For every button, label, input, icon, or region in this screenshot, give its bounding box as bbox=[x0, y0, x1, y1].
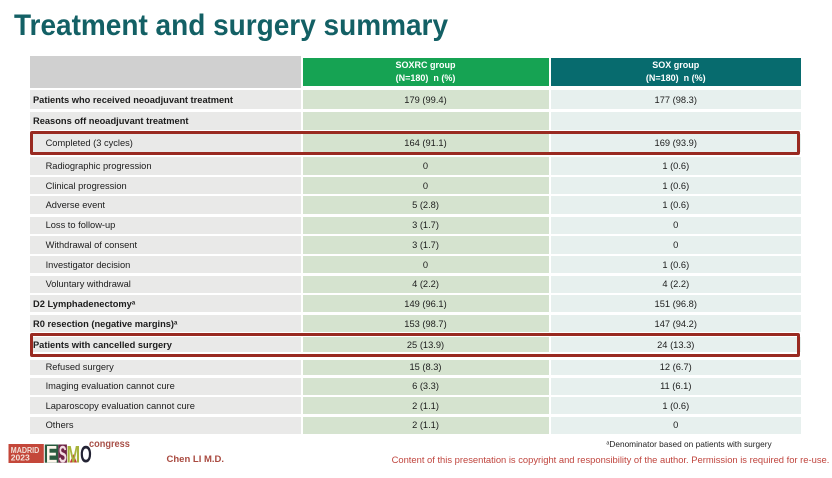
svg-text:E: E bbox=[46, 441, 58, 468]
svg-text:MADRID: MADRID bbox=[11, 446, 40, 455]
svg-text:S: S bbox=[59, 441, 67, 468]
svg-text:M: M bbox=[67, 441, 81, 468]
svg-text:2023: 2023 bbox=[11, 454, 31, 463]
svg-text:O: O bbox=[80, 441, 92, 468]
